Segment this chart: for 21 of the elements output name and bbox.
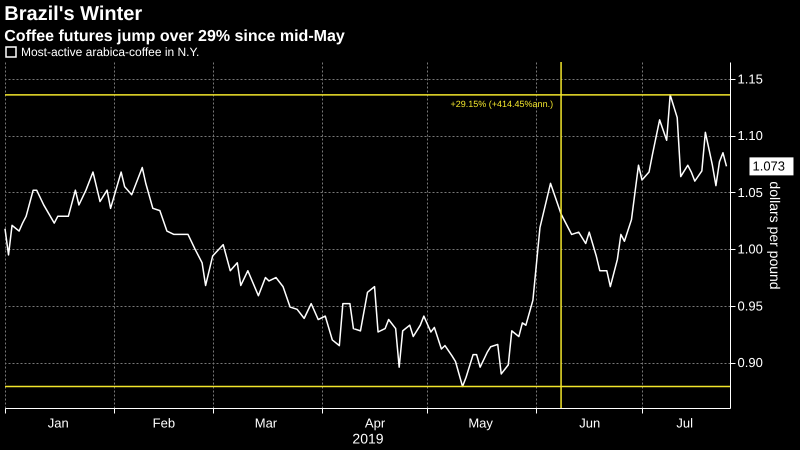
y-tick-label: 1.00 bbox=[738, 242, 763, 257]
y-tick-label: 0.90 bbox=[738, 355, 763, 370]
x-tick-label: Mar bbox=[254, 416, 278, 430]
chart-title: Brazil's Winter bbox=[4, 3, 142, 25]
legend-label: Most-active arabica-coffee in N.Y. bbox=[21, 45, 200, 59]
chart-subtitle: Coffee futures jump over 29% since mid-May bbox=[4, 28, 345, 45]
y-tick-label: 1.15 bbox=[738, 72, 763, 87]
annotation: 1.073 bbox=[752, 158, 786, 174]
y-tick-label: 0.95 bbox=[738, 298, 763, 314]
y-tick-label: 1.05 bbox=[738, 184, 763, 200]
annotation: +29.15% (+414.45%ann.) bbox=[450, 98, 554, 109]
y-tick-label: 1.10 bbox=[738, 128, 763, 144]
x-tick-label: May bbox=[468, 416, 494, 430]
y-axis-title: dollars per pound bbox=[766, 181, 783, 290]
x-tick-label: Apr bbox=[364, 416, 386, 430]
x-tick-label: Jan bbox=[48, 416, 69, 430]
x-tick-label: Jul bbox=[676, 416, 694, 430]
x-tick-label: Feb bbox=[152, 416, 176, 430]
line-series bbox=[4, 94, 728, 388]
x-axis-title: 2019 bbox=[352, 430, 384, 446]
x-tick-label: Jun bbox=[579, 416, 600, 430]
